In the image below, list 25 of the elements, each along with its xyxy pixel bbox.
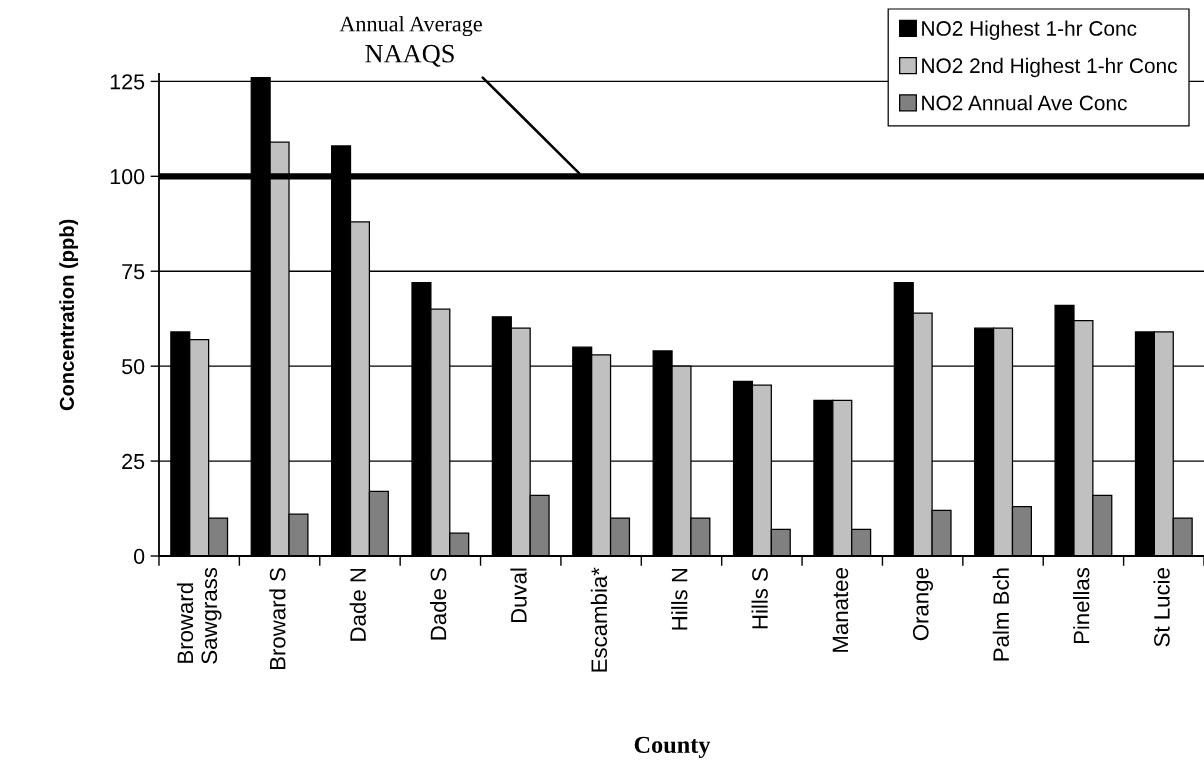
x-tick-label: Pinellas xyxy=(1073,567,1090,644)
x-axis-title: County xyxy=(634,736,711,759)
y-tick-label: 75 xyxy=(122,264,145,280)
legend-label: NO2 2nd Highest 1-hr Conc xyxy=(922,57,1178,78)
ref-line-label: Annual Average NAAQS xyxy=(339,15,482,67)
x-tick-label: St Lucie xyxy=(1153,568,1170,647)
x-tick-label: Broward Sawgrass xyxy=(176,567,222,664)
x-tick-label: Dade N xyxy=(349,568,366,641)
x-tick-label: Orange xyxy=(912,568,934,641)
legend-label: NO2 Annual Ave Conc xyxy=(922,95,1127,111)
x-tick-label: Escambia* xyxy=(590,567,608,672)
x-tick-label: Manatee xyxy=(832,568,849,652)
y-tick-label: 25 xyxy=(122,453,145,470)
x-tick-label: Dade S xyxy=(429,568,447,640)
x-tick-label: Broward S xyxy=(269,568,286,670)
x-tick-label: Palm Bch xyxy=(992,568,1009,661)
x-tick-label: Hills N xyxy=(671,568,688,630)
x-tick-label: Duval xyxy=(510,568,527,623)
y-tick-label: 125 xyxy=(110,74,145,90)
y-tick-label: 0 xyxy=(133,548,145,565)
y-tick-label: 100 xyxy=(110,169,145,185)
x-tick-label: Hills S xyxy=(751,568,768,629)
y-axis-title: Concentration (ppb) xyxy=(59,219,78,411)
legend-label: NO2 Highest 1-hr Conc xyxy=(922,20,1137,40)
y-tick-label: 50 xyxy=(122,358,145,375)
